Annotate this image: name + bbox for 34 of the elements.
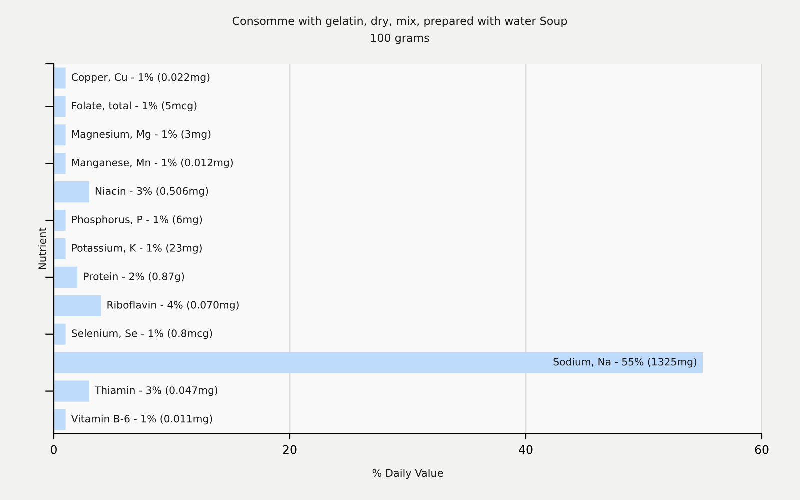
bar [54,409,66,430]
chart-subtitle: 100 grams [371,34,430,44]
category-label: Protein - 2% (0.87g) [84,272,184,282]
bar [54,124,66,146]
bar [54,295,102,316]
bar [54,96,66,118]
bar [54,153,66,174]
category-label: Niacin - 3% (0.506mg) [96,187,208,197]
chart-title: Consomme with gelatin, dry, mix, prepared with water Soup [232,16,568,28]
category-label: Phosphorus, P - 1% (6mg) [72,216,202,226]
bar [54,352,703,374]
x-tick-label: 60 [755,445,769,454]
x-tick-label: 0 [51,445,57,454]
category-label: Vitamin B-6 - 1% (0.011mg) [71,414,212,425]
y-axis-title: Nutrient [38,228,46,270]
bar [54,266,78,288]
x-tick-label: 40 [519,445,533,454]
bar [54,380,90,402]
category-label: Copper, Cu - 1% (0.022mg) [72,73,210,84]
category-label: Magnesium, Mg - 1% (3mg) [72,130,211,140]
category-label: Riboflavin - 4% (0.070mg) [108,301,239,311]
bar [54,324,66,345]
category-label: Potassium, K - 1% (23mg) [72,244,202,254]
bar [54,182,90,203]
category-label: Sodium, Na - 55% (1325mg) [554,358,697,368]
bar [54,68,66,89]
bar [54,238,66,260]
category-label: Thiamin - 3% (0.047mg) [94,386,218,396]
x-tick-label: 20 [283,445,297,454]
category-label: Selenium, Se - 1% (0.8mcg) [72,329,212,340]
bar [54,210,66,232]
x-axis-title: % Daily Value [372,469,444,480]
category-label: Folate, total - 1% (5mcg) [72,102,197,112]
category-label: Manganese, Mn - 1% (0.012mg) [72,158,233,169]
